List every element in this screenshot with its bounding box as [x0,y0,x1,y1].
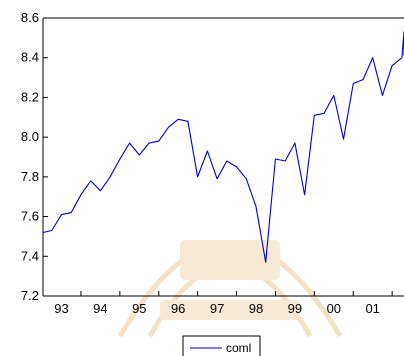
y-tick-label-3: 7.8 [21,169,39,184]
x-tick-label-7: 00 [327,301,341,316]
watermark-block [180,240,280,280]
x-tick-label-2: 95 [132,301,146,316]
y-tick-label-5: 8.2 [21,89,39,104]
y-tick-label-7: 8.6 [21,10,39,25]
series-line-coml [42,31,404,263]
y-axis-ticks: 7.2 7.4 7.6 7.8 8.0 8.2 8.4 8.6 [21,10,48,303]
y-tick-label-4: 8.0 [21,129,39,144]
x-tick-label-4: 97 [210,301,224,316]
y-tick-label-1: 7.4 [21,248,39,263]
x-tick-label-8: 01 [365,301,379,316]
y-tick-label-0: 7.2 [21,288,39,303]
legend-box [182,335,261,356]
series-layer [42,31,404,263]
x-axis-ticks: 93949596979899000102 [54,291,393,316]
x-tick-label-6: 99 [288,301,302,316]
x-tick-label-3: 96 [171,301,185,316]
watermark-base [160,300,300,320]
x-tick-label-1: 94 [93,301,107,316]
x-tick-label-0: 93 [54,301,68,316]
y-tick-label-6: 8.4 [21,50,39,65]
x-tick-label-5: 98 [249,301,263,316]
plot-axes [42,17,404,297]
legend: coml [182,335,261,356]
legend-label-coml: coml [226,341,251,355]
y-tick-label-2: 7.6 [21,209,39,224]
